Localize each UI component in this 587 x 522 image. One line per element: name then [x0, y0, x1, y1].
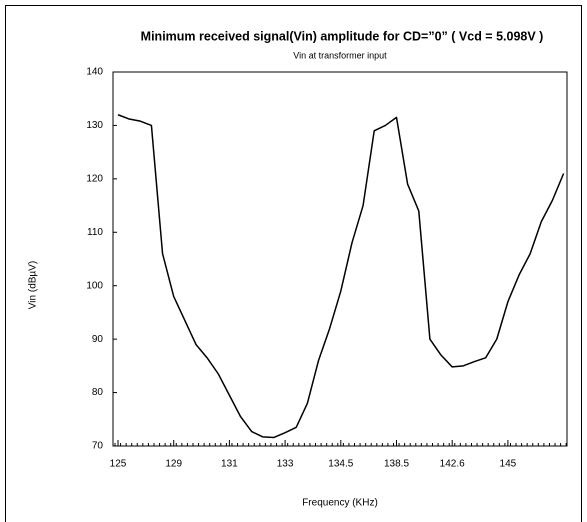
chart-title: Minimum received signal(Vin) amplitude f…: [141, 29, 544, 43]
line-series: [117, 114, 565, 439]
y-axis-label: Vin (dBµV): [28, 261, 39, 309]
x-tick-label: 134.5: [328, 459, 353, 470]
x-tick-label: 138.5: [384, 459, 409, 470]
x-tick-label: 131: [221, 459, 238, 470]
x-tick-label: 145: [500, 459, 517, 470]
y-tick-label: 100: [86, 280, 103, 291]
x-tick-label: 129: [165, 459, 182, 470]
x-tick-label: 142.6: [440, 459, 465, 470]
y-tick-label: 90: [92, 334, 104, 345]
y-tick-label: 70: [92, 441, 104, 452]
plot-area: [112, 71, 568, 447]
y-tick-label: 130: [86, 120, 103, 131]
x-tick-label: 133: [277, 459, 294, 470]
chart-subtitle: Vin at transformer input: [293, 50, 387, 60]
y-tick-label: 120: [86, 173, 103, 184]
y-tick-label: 140: [86, 67, 103, 78]
frame: [5, 5, 582, 522]
y-tick-label: 80: [92, 387, 104, 398]
x-axis-label: Frequency (KHz): [302, 498, 378, 509]
y-tick-label: 110: [87, 227, 103, 238]
x-tick-label: 125: [110, 459, 127, 470]
